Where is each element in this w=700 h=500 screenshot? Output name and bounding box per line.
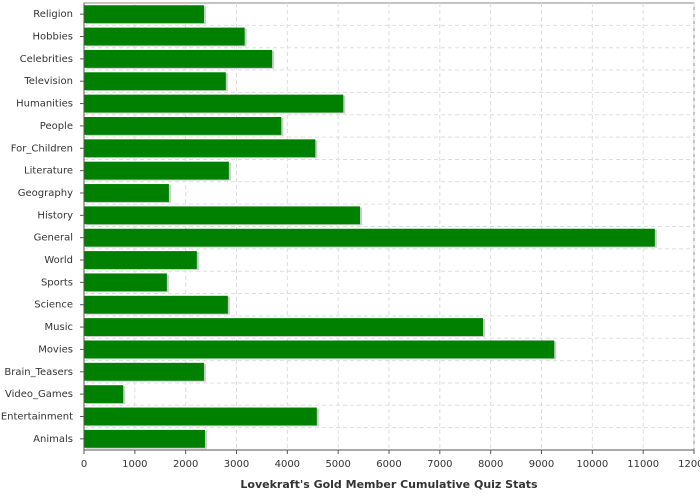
y-tick-label: Brain_Teasers xyxy=(4,367,73,378)
y-tick-label: Humanities xyxy=(16,99,73,110)
bar xyxy=(84,385,124,404)
y-tick-label: Literature xyxy=(24,166,73,177)
y-tick-label: World xyxy=(44,255,73,266)
x-tick-label: 12000 xyxy=(678,459,700,470)
y-tick-label: Hobbies xyxy=(33,32,73,43)
y-tick-label: Geography xyxy=(18,188,73,199)
y-tick-label: Religion xyxy=(33,9,73,20)
y-tick-label: For_Children xyxy=(11,143,73,154)
bar xyxy=(84,72,226,91)
x-tick-label: 3000 xyxy=(224,459,249,470)
bar xyxy=(84,5,204,24)
bar xyxy=(84,116,282,135)
bar xyxy=(84,273,167,292)
y-tick-label: Animals xyxy=(33,434,73,445)
bar xyxy=(84,206,361,225)
x-tick-label: 0 xyxy=(81,459,87,470)
bar xyxy=(84,161,229,180)
y-tick-label: General xyxy=(34,233,73,244)
y-tick-label: Television xyxy=(23,76,73,87)
x-tick-label: 8000 xyxy=(478,459,503,470)
bar xyxy=(84,362,204,381)
bar xyxy=(84,318,484,337)
y-tick-label: Entertainment xyxy=(1,411,73,422)
bar xyxy=(84,251,197,269)
bar xyxy=(84,139,316,158)
x-tick-label: 10000 xyxy=(576,459,608,470)
x-tick-label: 11000 xyxy=(627,459,659,470)
y-tick-label: Science xyxy=(34,300,73,311)
x-tick-label: 6000 xyxy=(376,459,401,470)
x-tick-label: 5000 xyxy=(325,459,350,470)
bar xyxy=(84,184,169,202)
chart-title: Lovekraft's Gold Member Cumulative Quiz … xyxy=(240,478,538,491)
bar xyxy=(84,295,228,314)
bar xyxy=(84,340,555,359)
bar xyxy=(84,49,273,68)
y-tick-label: History xyxy=(37,210,73,221)
bar xyxy=(84,407,317,426)
x-tick-label: 9000 xyxy=(529,459,554,470)
x-tick-label: 2000 xyxy=(173,459,198,470)
x-tick-label: 1000 xyxy=(122,459,147,470)
y-tick-label: Video_Games xyxy=(5,389,73,400)
x-tick-label: 7000 xyxy=(427,459,452,470)
y-tick-label: People xyxy=(40,121,73,132)
bar xyxy=(84,429,205,448)
y-tick-label: Celebrities xyxy=(20,54,73,65)
y-tick-label: Music xyxy=(45,322,73,333)
y-tick-label: Sports xyxy=(41,277,73,288)
bar xyxy=(84,228,655,247)
x-tick-label: 4000 xyxy=(275,459,300,470)
bar xyxy=(84,27,245,46)
bar xyxy=(84,94,344,113)
y-tick-label: Movies xyxy=(38,344,73,355)
